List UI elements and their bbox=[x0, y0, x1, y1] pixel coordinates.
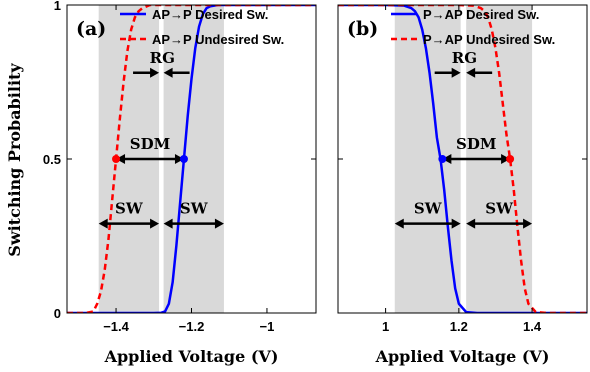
annotation-arrowhead bbox=[98, 218, 108, 229]
annotation-arrowhead bbox=[163, 218, 173, 229]
series-line bbox=[338, 5, 587, 313]
annotation-label: SDM bbox=[456, 135, 496, 153]
x-tick-label: 1.2 bbox=[450, 319, 468, 334]
annotation-arrowhead bbox=[466, 67, 476, 78]
annotation-arrowhead bbox=[442, 154, 452, 164]
y-tick-label: 0.5 bbox=[43, 152, 61, 167]
annotation-label: SDM bbox=[130, 135, 170, 153]
series-line bbox=[338, 5, 587, 313]
annotation-arrowhead bbox=[214, 218, 224, 229]
x-tick-label: 1.4 bbox=[523, 319, 542, 334]
y-tick-label: 1 bbox=[54, 0, 61, 13]
annotation-arrowhead bbox=[451, 67, 461, 78]
annotation-arrowhead bbox=[150, 218, 160, 229]
annotation-label: SW bbox=[485, 200, 514, 218]
annotation-arrowhead bbox=[451, 218, 461, 229]
y-tick-label: 0 bbox=[54, 306, 61, 321]
annotation-arrowhead bbox=[150, 67, 160, 78]
annotation-arrowhead bbox=[116, 154, 126, 164]
annotation-label: SW bbox=[180, 200, 209, 218]
annotation-arrowhead bbox=[501, 154, 511, 164]
x-tick-label: −1.2 bbox=[179, 319, 205, 334]
series-line bbox=[67, 5, 316, 313]
x-axis-label: Applied Voltage (V) bbox=[104, 347, 279, 366]
panel-label: (a) bbox=[76, 18, 106, 40]
data-point-marker bbox=[438, 155, 447, 163]
x-axis-label: Applied Voltage (V) bbox=[375, 347, 550, 366]
annotation-arrowhead bbox=[523, 218, 533, 229]
annotation-label: SW bbox=[115, 200, 144, 218]
panel-label: (b) bbox=[347, 18, 378, 40]
legend-entry-label: P→AP Desired Sw. bbox=[423, 7, 539, 22]
data-point-marker bbox=[112, 155, 121, 163]
figure-y-axis-label: Switching Probability bbox=[5, 63, 24, 257]
series-group bbox=[338, 5, 587, 313]
legend-entry-label: AP→P Desired Sw. bbox=[152, 7, 268, 22]
legend-entry-label: P→AP Undesired Sw. bbox=[423, 32, 555, 47]
annotation-label: RG bbox=[150, 49, 175, 67]
panel-a: RG SDM SW SW −1.4 −1.2 −1 0 0.5 1 Applied Voltage … bbox=[43, 0, 317, 366]
x-tick-label: 1 bbox=[382, 319, 389, 334]
x-tick-label: −1.4 bbox=[103, 319, 129, 334]
annotation-label: RG bbox=[452, 49, 477, 67]
annotation-arrowhead bbox=[466, 218, 476, 229]
panel-b: RG SDM SW SW 1 1.2 1.4 Applied Voltage (V) (b) P→… bbox=[337, 4, 588, 366]
data-point-marker bbox=[179, 155, 188, 163]
legend-entry-label: AP→P Undesired Sw. bbox=[152, 32, 284, 47]
annotation-arrowhead bbox=[163, 67, 173, 78]
annotation-label: SW bbox=[414, 200, 443, 218]
annotation-arrowhead bbox=[174, 154, 184, 164]
x-tick-label: −1 bbox=[260, 319, 275, 334]
annotation-arrowhead bbox=[394, 218, 404, 229]
data-point-marker bbox=[506, 155, 515, 163]
